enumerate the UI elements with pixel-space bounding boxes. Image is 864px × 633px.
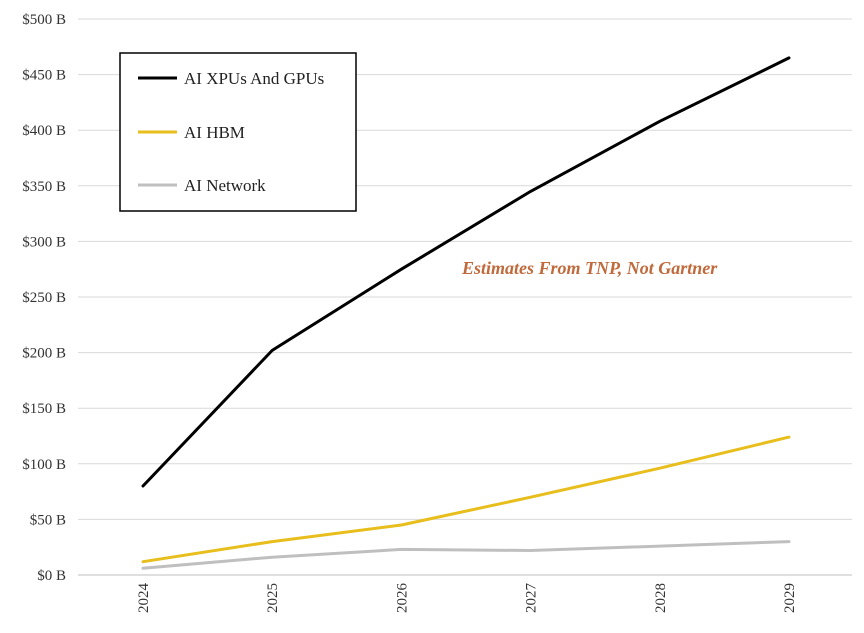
x-tick-label: 2029 (782, 583, 798, 613)
x-tick-label: 2026 (394, 583, 410, 614)
legend-label: AI XPUs And GPUs (184, 69, 324, 88)
series-line-ai-hbm (141, 435, 791, 564)
x-tick-label: 2027 (524, 583, 540, 614)
series-line-ai-xpus-and-gpus (141, 56, 791, 488)
legend: AI XPUs And GPUs AI HBM AI Network (119, 52, 357, 212)
legend-label: AI Network (184, 176, 266, 195)
y-tick-label: $150 B (22, 401, 66, 417)
gridlines (78, 18, 852, 576)
y-tick-label: $450 B (22, 68, 66, 84)
x-tick-label: 2025 (265, 583, 281, 613)
y-axis-ticks: $0 B $50 B $100 B $150 B $200 B $250 B $300 B $… (22, 12, 66, 584)
x-axis-ticks: 2024 2025 2026 2027 2028 2029 (136, 583, 798, 614)
series-line-ai-network (141, 540, 791, 570)
annotation-text: Estimates From TNP, Not Gartner (461, 258, 718, 278)
y-tick-label: $250 B (22, 290, 66, 306)
y-tick-label: $300 B (22, 234, 66, 250)
y-tick-label: $0 B (37, 568, 66, 584)
y-tick-label: $50 B (30, 512, 66, 528)
y-tick-label: $500 B (22, 12, 66, 28)
series-lines (141, 56, 791, 570)
legend-label: AI HBM (184, 123, 245, 142)
y-tick-label: $400 B (22, 123, 66, 139)
y-tick-label: $200 B (22, 346, 66, 362)
y-tick-label: $350 B (22, 179, 66, 195)
x-tick-label: 2024 (136, 583, 152, 614)
x-tick-label: 2028 (653, 583, 669, 613)
y-tick-label: $100 B (22, 457, 66, 473)
